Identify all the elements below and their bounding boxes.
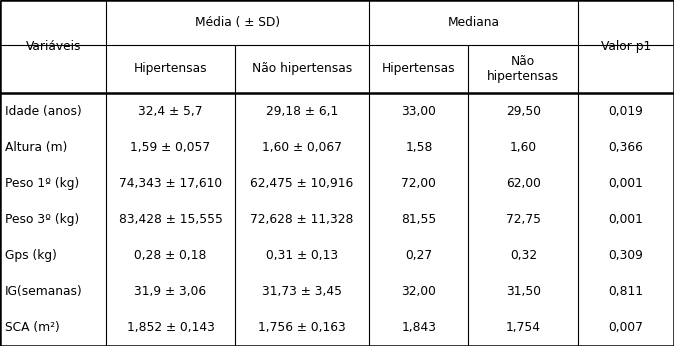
Text: 72,00: 72,00 <box>402 177 436 190</box>
Text: 0,28 ± 0,18: 0,28 ± 0,18 <box>134 249 207 262</box>
Text: 0,309: 0,309 <box>609 249 644 262</box>
Text: 31,73 ± 3,45: 31,73 ± 3,45 <box>262 285 342 298</box>
Text: 1,60: 1,60 <box>510 141 537 154</box>
Text: Variáveis: Variáveis <box>26 40 81 53</box>
Text: 0,001: 0,001 <box>609 213 644 226</box>
Text: 83,428 ± 15,555: 83,428 ± 15,555 <box>119 213 222 226</box>
Text: 1,852 ± 0,143: 1,852 ± 0,143 <box>127 321 214 335</box>
Text: Média ( ± SD): Média ( ± SD) <box>195 16 280 29</box>
Text: 74,343 ± 17,610: 74,343 ± 17,610 <box>119 177 222 190</box>
Text: 1,843: 1,843 <box>402 321 436 335</box>
Text: 1,756 ± 0,163: 1,756 ± 0,163 <box>258 321 346 335</box>
Text: Altura (m): Altura (m) <box>5 141 67 154</box>
Text: SCA (m²): SCA (m²) <box>5 321 59 335</box>
Text: Valor p1: Valor p1 <box>601 40 651 53</box>
Text: Peso 1º (kg): Peso 1º (kg) <box>5 177 79 190</box>
Text: 1,754: 1,754 <box>506 321 541 335</box>
Text: Idade (anos): Idade (anos) <box>5 104 82 118</box>
Text: Hipertensas: Hipertensas <box>133 62 208 75</box>
Text: Gps (kg): Gps (kg) <box>5 249 57 262</box>
Text: 0,32: 0,32 <box>510 249 537 262</box>
Text: 29,50: 29,50 <box>506 104 541 118</box>
Text: 32,00: 32,00 <box>402 285 436 298</box>
Text: 31,9 ± 3,06: 31,9 ± 3,06 <box>134 285 207 298</box>
Text: 32,4 ± 5,7: 32,4 ± 5,7 <box>138 104 203 118</box>
Text: Não hipertensas: Não hipertensas <box>252 62 352 75</box>
Text: 1,58: 1,58 <box>405 141 433 154</box>
Text: IG(semanas): IG(semanas) <box>5 285 82 298</box>
Text: 0,31 ± 0,13: 0,31 ± 0,13 <box>266 249 338 262</box>
Text: Mediana: Mediana <box>448 16 500 29</box>
Text: 62,00: 62,00 <box>506 177 541 190</box>
Text: 0,27: 0,27 <box>405 249 433 262</box>
Text: 29,18 ± 6,1: 29,18 ± 6,1 <box>266 104 338 118</box>
Text: 0,811: 0,811 <box>609 285 644 298</box>
Text: 31,50: 31,50 <box>506 285 541 298</box>
Text: 72,628 ± 11,328: 72,628 ± 11,328 <box>250 213 354 226</box>
Text: Hipertensas: Hipertensas <box>382 62 456 75</box>
Text: 72,75: 72,75 <box>506 213 541 226</box>
Text: 0,007: 0,007 <box>609 321 644 335</box>
Text: 1,59 ± 0,057: 1,59 ± 0,057 <box>131 141 210 154</box>
Text: 0,001: 0,001 <box>609 177 644 190</box>
Text: 1,60 ± 0,067: 1,60 ± 0,067 <box>262 141 342 154</box>
Text: 81,55: 81,55 <box>401 213 437 226</box>
Text: Não
hipertensas: Não hipertensas <box>487 55 559 83</box>
Text: Peso 3º (kg): Peso 3º (kg) <box>5 213 79 226</box>
Text: 0,019: 0,019 <box>609 104 644 118</box>
Text: 33,00: 33,00 <box>402 104 436 118</box>
Text: 62,475 ± 10,916: 62,475 ± 10,916 <box>250 177 354 190</box>
Text: 0,366: 0,366 <box>609 141 644 154</box>
